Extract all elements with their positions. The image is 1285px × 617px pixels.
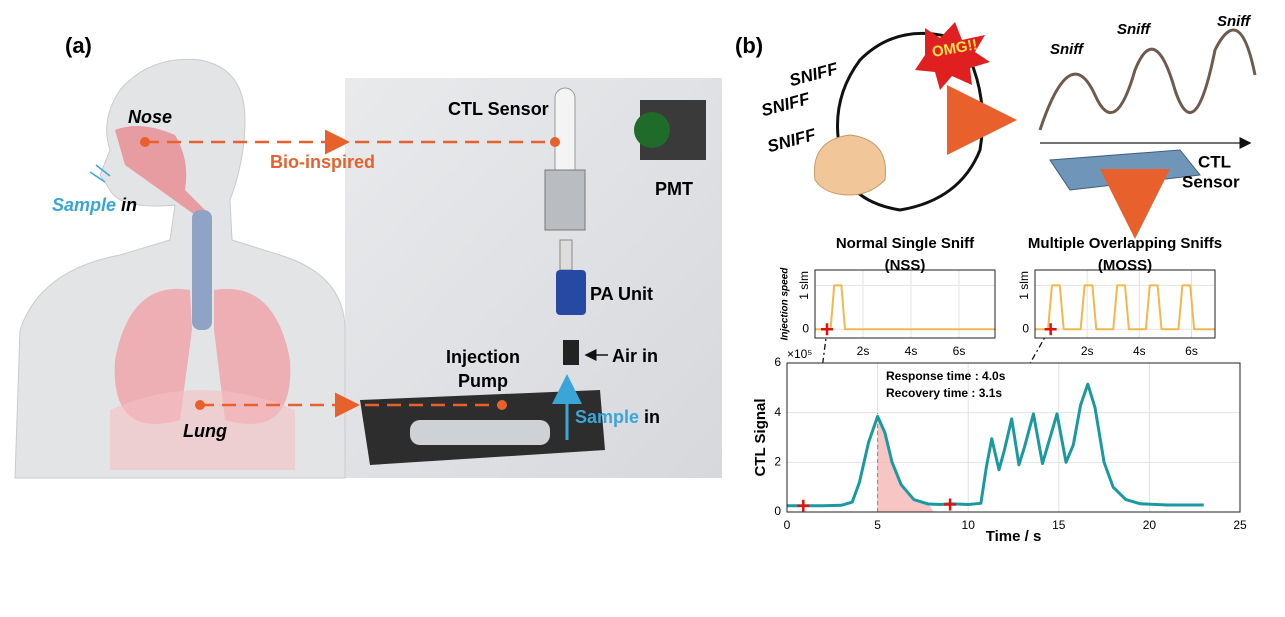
- sniff-word: SNIFF: [759, 89, 812, 120]
- x-tick-label: 4s: [905, 344, 918, 358]
- sniff-peak: Sniff: [1117, 21, 1152, 38]
- plot-area: [1035, 270, 1215, 338]
- sniff-word: SNIFF: [787, 59, 840, 90]
- label-sample-in: Sample in: [575, 407, 660, 427]
- axes-box: [1034, 269, 1216, 339]
- label-nose: Nose: [128, 107, 172, 127]
- label-injection: Injection: [446, 347, 520, 367]
- shaded-area: [877, 416, 934, 512]
- ctl-sensor: CTL: [1198, 152, 1231, 171]
- word: in: [121, 195, 137, 215]
- word: in: [644, 407, 660, 427]
- chart-subtitle: (MOSS): [1098, 257, 1152, 274]
- x-tick-label: 2s: [857, 344, 870, 358]
- label-pa-unit: PA Unit: [590, 284, 653, 304]
- start-marker: [821, 323, 833, 336]
- label-pump: Pump: [458, 371, 508, 391]
- x-tick-label: 6s: [953, 344, 966, 358]
- y-tick-label: 1 slm: [797, 271, 811, 300]
- x-tick-label: 25: [1233, 518, 1247, 532]
- y-tick-label: 6: [774, 355, 781, 369]
- sniff-peak: Sniff: [1050, 41, 1085, 58]
- x-tick-label: 5: [874, 518, 881, 532]
- start-marker: [944, 498, 957, 511]
- label-ctl-sensor: CTL Sensor: [448, 99, 549, 119]
- y-axis-label: CTL Signal: [752, 398, 769, 476]
- data-line: [787, 382, 1204, 508]
- axes-box: [814, 269, 996, 339]
- y-tick-label: 0: [1022, 321, 1029, 335]
- x-tick-label: 15: [1052, 518, 1066, 532]
- x-tick-label: 0: [784, 518, 791, 532]
- axes-box: [786, 362, 1241, 513]
- panel-label: (b): [735, 33, 763, 58]
- label-pmt: PMT: [655, 179, 693, 199]
- panel-a-illustration: [14, 58, 722, 479]
- ctl-sensor: Sensor: [1182, 172, 1240, 191]
- y-multiplier: ×10⁵: [787, 347, 812, 361]
- sniff-peak: Sniff: [1217, 13, 1252, 30]
- y-tick-label: 0: [774, 504, 781, 518]
- label-sample-in: Sample in: [52, 195, 137, 215]
- x-tick-label: 4s: [1133, 344, 1146, 358]
- connector: [952, 329, 1050, 501]
- chart-title: Multiple Overlapping Sniffs: [1028, 235, 1222, 252]
- y-tick-label: 1 slm: [1017, 271, 1031, 300]
- y-tick-label: 0: [802, 321, 809, 335]
- x-tick-label: 6s: [1185, 344, 1198, 358]
- y-axis-label: Injection speed: [780, 267, 791, 341]
- chart-title: Normal Single Sniff: [836, 235, 975, 252]
- label-air-in: Air in: [612, 346, 658, 366]
- x-tick-label: 20: [1143, 518, 1157, 532]
- panel-label: (a): [65, 33, 92, 58]
- data-line: [1035, 284, 1215, 331]
- label-bio-inspired: Bio-inspired: [270, 152, 375, 172]
- y-tick-label: 2: [774, 455, 781, 469]
- word: Sample: [575, 407, 639, 427]
- start-marker: [1044, 323, 1057, 336]
- annotation: Recovery time : 3.1s: [886, 386, 1002, 400]
- start-marker: [797, 499, 810, 512]
- annotation: Response time : 4.0s: [886, 369, 1006, 383]
- panel-b-illustration: [813, 22, 1257, 239]
- sniff-word: SNIFF: [765, 125, 818, 156]
- word: Sample: [52, 195, 116, 215]
- x-tick-label: 2s: [1081, 344, 1094, 358]
- x-axis-label: Time / s: [986, 528, 1042, 545]
- chart-subtitle: (NSS): [885, 257, 926, 274]
- x-tick-label: 10: [962, 518, 976, 532]
- y-tick-label: 4: [774, 405, 781, 419]
- label-lung: Lung: [183, 421, 227, 441]
